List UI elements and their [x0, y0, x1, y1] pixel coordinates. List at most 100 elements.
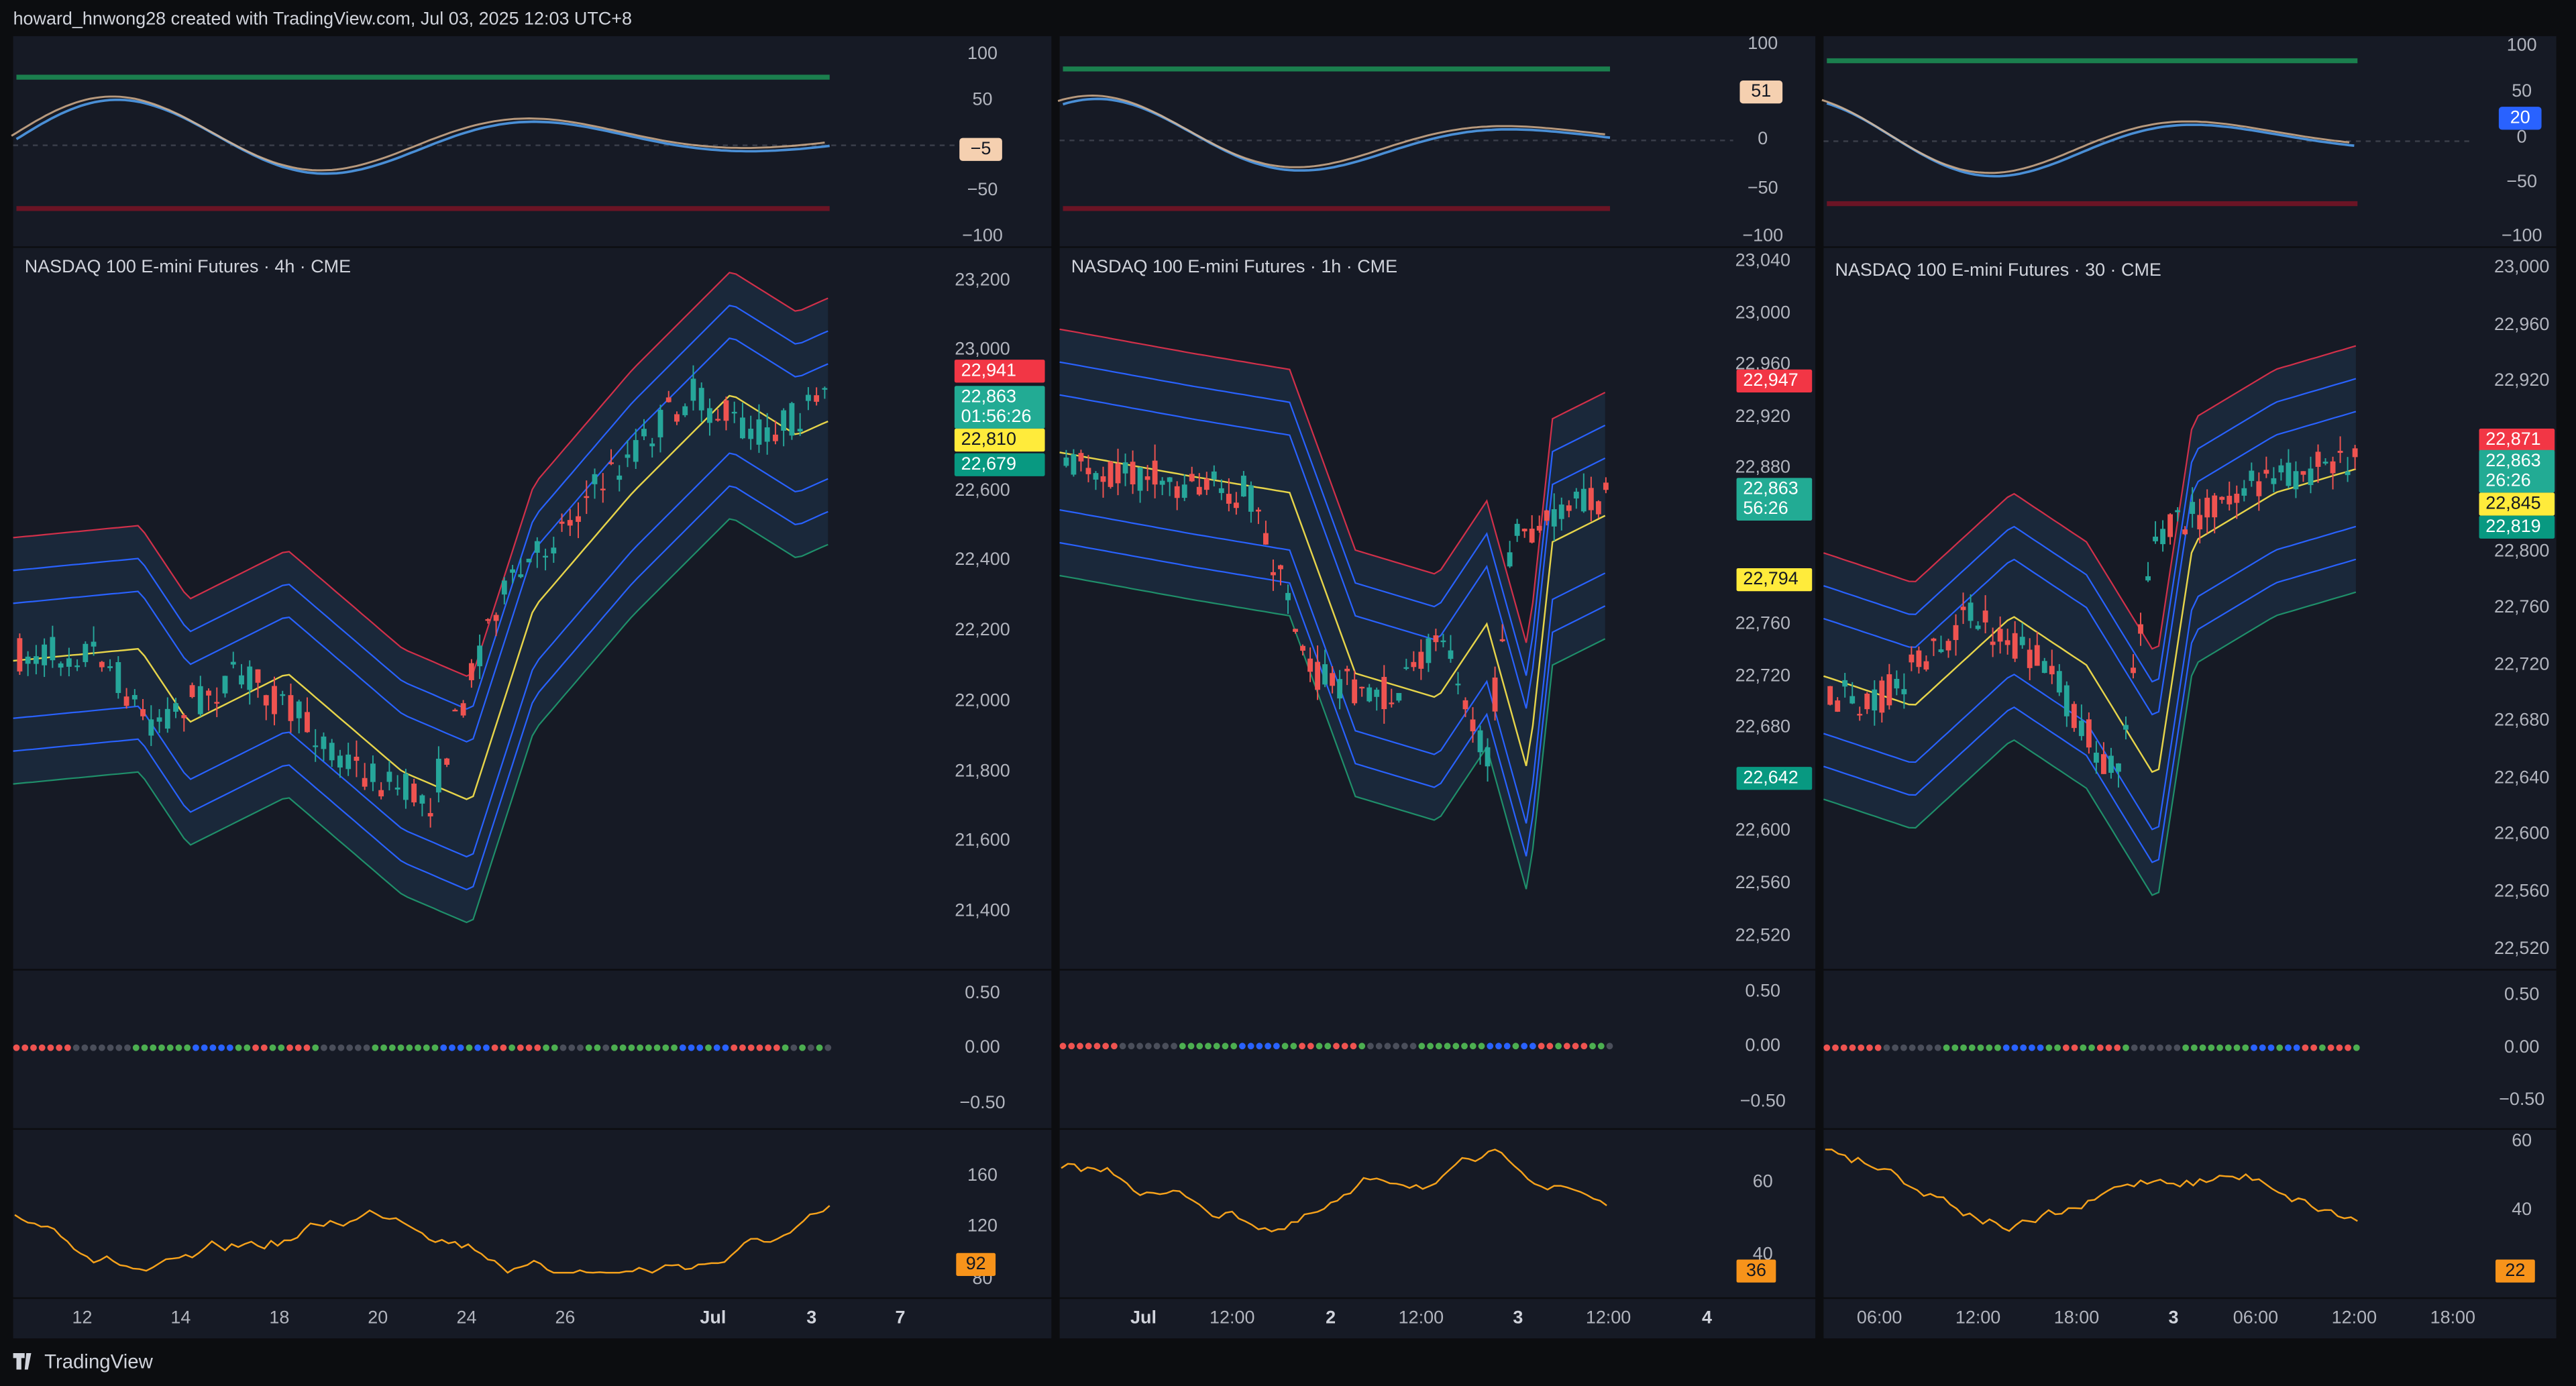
indicator-dot [2251, 1044, 2257, 1051]
candle-body [1997, 629, 2003, 642]
time-tick-label: 26 [555, 1308, 575, 1328]
indicator-dot [107, 1044, 114, 1051]
candle-body [2071, 704, 2077, 729]
price-tick-label: 22,600 [1735, 820, 1790, 840]
indicator-dot [2259, 1044, 2266, 1051]
osc-tick-label: 50 [2512, 81, 2532, 101]
price-label: 22,794 [1743, 568, 1798, 588]
time-tick-label: 12:00 [1210, 1308, 1254, 1328]
candle-body [1211, 471, 1217, 480]
indicator-dot [1917, 1044, 1925, 1051]
time-tick-label: 3 [1513, 1308, 1523, 1328]
band-line [1059, 574, 1606, 890]
osc-tick-label: 50 [973, 89, 993, 109]
indicator-dot [158, 1044, 165, 1051]
candle-body [1330, 673, 1336, 686]
candle-body [567, 520, 573, 526]
candle-body [123, 696, 129, 706]
candle-body [1203, 478, 1210, 490]
candle-body [1403, 667, 1409, 669]
indicator-dot [1409, 1043, 1417, 1050]
indicator-dot [90, 1044, 97, 1051]
time-tick-label: 12:00 [1955, 1308, 2000, 1328]
price-label-box [1736, 767, 1813, 790]
indicator-dot [21, 1044, 29, 1051]
indicator-dot [1823, 1044, 1831, 1051]
candle-body [1603, 482, 1609, 490]
candle-body [1315, 661, 1321, 690]
time-tick-label: 18 [269, 1308, 289, 1328]
indicator-dot [2045, 1044, 2053, 1051]
price-label: 22,863 [2485, 450, 2540, 470]
osc-tick-label: 0 [1758, 128, 1768, 148]
candle-body [1507, 552, 1513, 567]
indicator-dot [1171, 1043, 1177, 1050]
time-tick-label: 18:00 [2430, 1308, 2475, 1328]
indicator-dot [1205, 1043, 1212, 1050]
osc-tick-label: 100 [1748, 33, 1778, 53]
indicator-dot [2216, 1044, 2223, 1051]
candle-body [115, 661, 121, 693]
candle-body [2004, 640, 2010, 645]
price-tick-label: 22,200 [955, 619, 1010, 639]
chart-panel: 100 0 −50 −100 51 NASDAQ 100 E-mini Futures ·… [1057, 33, 1816, 1339]
indicator-dot [705, 1044, 712, 1051]
candle-body [1240, 476, 1246, 497]
price-tick-label: 22,400 [955, 549, 1010, 569]
candle-body [2197, 515, 2203, 530]
candle-body [731, 411, 737, 414]
candle-body [2041, 661, 2047, 674]
price-label: 22,845 [2485, 493, 2540, 513]
candle-body [2108, 755, 2114, 773]
indicator-dot [2054, 1044, 2061, 1051]
candle-body [1174, 486, 1180, 498]
candle-body [288, 695, 294, 721]
indicator-dot [765, 1044, 772, 1051]
price-tick-label: 22,800 [2494, 541, 2549, 561]
candle-body [2315, 451, 2321, 467]
indicator-dot [2037, 1044, 2044, 1051]
indicator-dot [244, 1044, 251, 1051]
indicator-tick-label: 0.00 [1746, 1034, 1780, 1055]
indicator-dot [2182, 1044, 2190, 1051]
candle-body [1396, 692, 1402, 701]
price-label: 22,947 [1743, 370, 1798, 390]
indicator-dot [500, 1044, 507, 1051]
candle-body [2322, 462, 2328, 464]
indicator-dot [346, 1044, 354, 1051]
indicator-dot [1367, 1043, 1374, 1050]
candle-body [1271, 572, 1276, 576]
candle-body [1418, 651, 1424, 669]
candle-body [370, 763, 376, 782]
candle-body [2330, 461, 2336, 474]
candle-body [337, 755, 343, 768]
price-tick-label: 22,920 [2494, 370, 2549, 390]
candle-body [1433, 635, 1439, 643]
candle-body [1901, 689, 1907, 694]
lower-last-label: 22 [2505, 1260, 2525, 1280]
candle-body [107, 666, 113, 668]
candle-body [386, 771, 392, 782]
indicator-tick-label: 0.00 [965, 1036, 1000, 1057]
candle-body [1894, 678, 1900, 689]
indicator-dot [1265, 1043, 1272, 1050]
indicator-dot [81, 1044, 89, 1051]
indicator-dot [816, 1044, 823, 1051]
candle-body [1455, 684, 1461, 686]
indicator-dot [1239, 1043, 1246, 1050]
indicator-dot [406, 1044, 413, 1051]
indicator-dot [303, 1044, 311, 1051]
indicator-dot [1883, 1044, 1890, 1051]
candle-body [1960, 606, 1966, 610]
band-line [1823, 411, 2357, 716]
indicator-dot [1384, 1043, 1391, 1050]
chart-title: NASDAQ 100 E-mini Futures · 1h · CME [1071, 256, 1397, 276]
indicator-dot [799, 1044, 806, 1051]
indicator-dot [1256, 1043, 1263, 1050]
candle-body [419, 795, 425, 804]
indicator-dot [628, 1044, 635, 1051]
indicator-dot [124, 1044, 131, 1051]
indicator-dot [671, 1044, 678, 1051]
candle-body [740, 417, 745, 439]
candle-body [584, 496, 590, 498]
